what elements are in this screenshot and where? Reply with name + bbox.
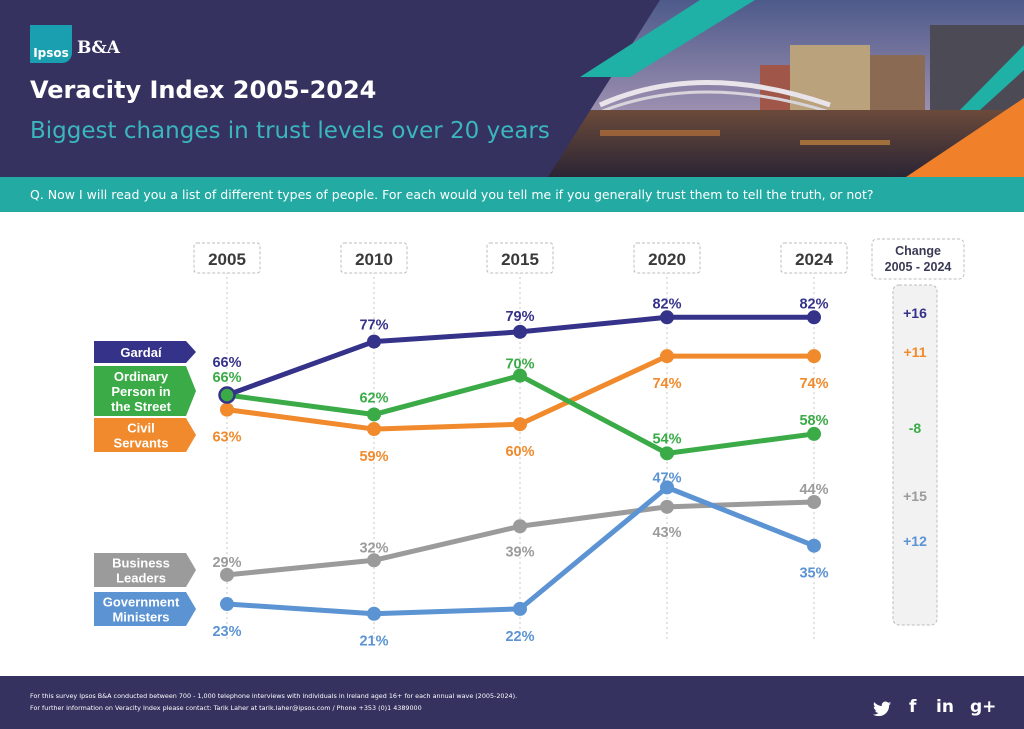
year-label: 2024 xyxy=(795,250,833,269)
change-value: +15 xyxy=(903,488,927,504)
linkedin-icon[interactable]: in xyxy=(936,697,954,717)
data-point xyxy=(218,386,236,404)
series-name-label: the Street xyxy=(111,399,172,414)
data-point xyxy=(807,426,821,441)
data-point xyxy=(367,606,381,621)
data-label: 66% xyxy=(212,355,241,371)
series-name-label: Servants xyxy=(114,436,169,451)
year-box xyxy=(780,242,848,274)
ipsos-logo: Ipsos xyxy=(30,25,72,63)
data-label: 47% xyxy=(652,470,681,486)
google-plus-icon[interactable]: g+ xyxy=(970,697,997,717)
data-point xyxy=(367,407,381,422)
year-box xyxy=(340,242,408,274)
change-header-line2: 2005 - 2024 xyxy=(885,260,952,274)
data-point xyxy=(367,553,381,568)
question-text: Q. Now I will read you a list of differe… xyxy=(30,187,874,202)
data-point xyxy=(513,519,527,534)
data-point xyxy=(220,597,234,612)
data-label: 22% xyxy=(505,629,534,645)
data-label: 39% xyxy=(505,544,534,560)
series-name-tag xyxy=(94,418,196,452)
data-point xyxy=(513,417,527,432)
data-label: 29% xyxy=(212,555,241,571)
data-label: 32% xyxy=(359,540,388,556)
data-label: 43% xyxy=(652,525,681,541)
data-point xyxy=(807,310,821,325)
ba-logo: B&A xyxy=(77,38,120,58)
header-banner: Ipsos B&A Veracity Index 2005-2024 Bigge… xyxy=(0,0,1024,177)
data-point xyxy=(660,446,674,461)
year-label: 2020 xyxy=(648,250,686,269)
series-name-tag xyxy=(94,341,196,363)
year-box xyxy=(193,242,261,274)
data-label: 35% xyxy=(799,566,828,582)
data-label: 66% xyxy=(212,370,241,386)
data-point xyxy=(660,349,674,364)
data-label: 74% xyxy=(652,376,681,392)
twitter-icon[interactable] xyxy=(873,701,891,717)
data-point xyxy=(367,334,381,349)
series-name-label: Leaders xyxy=(116,571,166,586)
data-point xyxy=(220,567,234,582)
footer-methodology: For this survey Ipsos B&A conducted betw… xyxy=(30,692,518,700)
data-label: 82% xyxy=(799,296,828,312)
year-box xyxy=(486,242,554,274)
footer-contact: For further information on Veracity Inde… xyxy=(30,704,422,712)
data-label: 23% xyxy=(212,624,241,640)
data-label: 44% xyxy=(799,482,828,498)
change-column xyxy=(892,284,938,626)
year-label: 2015 xyxy=(501,250,539,269)
survey-question: Q. Now I will read you a list of differe… xyxy=(0,177,1024,212)
facebook-icon[interactable]: f xyxy=(909,697,917,717)
data-point xyxy=(660,499,674,514)
data-label: 74% xyxy=(799,376,828,392)
series-name-label: Government xyxy=(103,595,180,610)
year-box xyxy=(633,242,701,274)
data-label: 59% xyxy=(359,449,388,465)
change-header-box xyxy=(871,238,965,280)
series-name-label: Business xyxy=(112,556,170,571)
page-subtitle: Biggest changes in trust levels over 20 … xyxy=(30,118,550,144)
dublin-bridge-photo xyxy=(548,0,1024,177)
series-name-label: Ordinary xyxy=(114,369,169,384)
veracity-line-chart: 2005 2010 2015 2020 2024 Change 2005 - 2024 +16… xyxy=(94,238,965,650)
data-label: 82% xyxy=(652,296,681,312)
data-label: 58% xyxy=(799,413,828,429)
series-name-tag xyxy=(94,592,196,626)
data-label: 60% xyxy=(505,444,534,460)
page-title: Veracity Index 2005-2024 xyxy=(30,76,377,104)
data-label: 77% xyxy=(359,318,388,334)
data-label: 79% xyxy=(505,309,534,325)
data-point xyxy=(807,494,821,509)
series-name-label: Person in xyxy=(111,384,170,399)
change-value: +12 xyxy=(903,533,927,549)
data-label: 21% xyxy=(359,634,388,650)
data-point xyxy=(513,601,527,616)
change-value: +11 xyxy=(904,344,927,360)
data-point xyxy=(513,368,527,383)
change-value: +16 xyxy=(903,305,927,321)
series-name-tag xyxy=(94,366,196,416)
series-name-label: Civil xyxy=(127,421,154,436)
change-value: -8 xyxy=(909,420,922,436)
year-label: 2005 xyxy=(208,250,246,269)
data-point xyxy=(367,422,381,437)
data-point xyxy=(220,402,234,417)
data-point xyxy=(513,324,527,339)
data-point xyxy=(807,349,821,364)
footer: For this survey Ipsos B&A conducted betw… xyxy=(0,676,1024,729)
data-label: 70% xyxy=(505,357,534,373)
series-name-label: Ministers xyxy=(112,610,169,625)
data-point xyxy=(660,310,674,325)
data-label: 54% xyxy=(652,431,681,447)
data-point xyxy=(660,480,674,495)
change-header-line1: Change xyxy=(895,244,941,258)
data-point xyxy=(807,538,821,553)
year-label: 2010 xyxy=(355,250,393,269)
series-name-tag xyxy=(94,553,196,587)
data-label: 62% xyxy=(359,390,388,406)
data-label: 63% xyxy=(212,430,241,446)
series-name-label: Gardaí xyxy=(120,345,162,360)
